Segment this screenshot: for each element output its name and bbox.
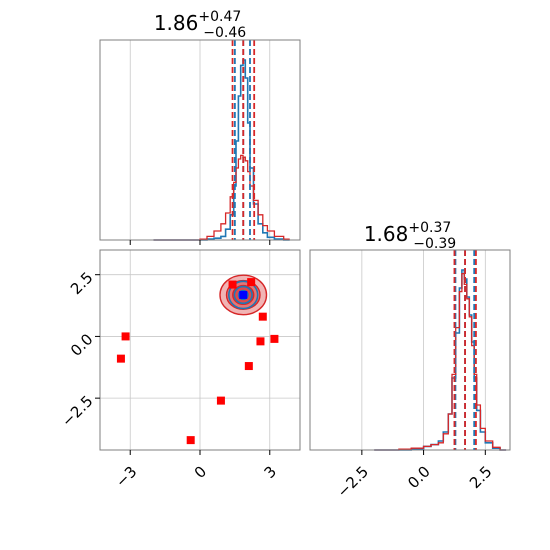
joint-x-tick-label-1: 0 <box>191 463 210 482</box>
red-marker-3 <box>256 337 265 346</box>
red-marker-2 <box>258 312 267 321</box>
hist-series-1 <box>374 272 507 451</box>
histogram-1-series <box>153 59 290 241</box>
red-marker-0 <box>228 280 237 289</box>
histogram-2-title-value: 1.68 <box>364 222 409 246</box>
joint-y-ticks: −2.5 0.0 2.5 <box>58 269 100 430</box>
x-tick-label-0: −2.5 <box>334 463 372 501</box>
joint-x-ticks: −3 0 3 <box>112 450 280 491</box>
red-marker-7 <box>244 362 253 371</box>
blue-marker <box>239 290 248 299</box>
histogram-panel-param-2: −2.5 0.0 2.5 1.68+0.37 −0.39 <box>309 220 511 501</box>
red-marker-4 <box>270 334 279 343</box>
red-marker-6 <box>116 354 125 363</box>
hist-series-0 <box>374 269 507 451</box>
hist-series-0 <box>153 59 290 241</box>
red-marker-5 <box>121 332 130 341</box>
red-marker-9 <box>186 436 195 445</box>
joint-markers <box>116 278 279 445</box>
red-marker-1 <box>247 278 256 287</box>
hist-series-1 <box>153 154 290 241</box>
histogram-1-title: 1.86+0.47 −0.46 <box>154 9 246 41</box>
joint-y-tick-label-1: 0.0 <box>67 330 97 360</box>
joint-y-tick-label-0: −2.5 <box>58 392 96 430</box>
blue-contour-0 <box>228 280 259 310</box>
histogram-1-title-plus: +0.47 <box>198 9 241 25</box>
histogram-1-x-ticks <box>129 240 271 245</box>
joint-x-tick-label-0: −3 <box>112 463 140 491</box>
histogram-panel-param-1: 1.86+0.47 −0.46 <box>99 9 301 245</box>
histogram-2-title: 1.68+0.37 −0.39 <box>364 220 456 252</box>
histogram-1-grid <box>129 40 271 240</box>
joint-panel: −3 0 3 −2.5 0.0 2.5 <box>58 249 301 491</box>
histogram-2-title-minus: −0.39 <box>413 236 456 252</box>
histogram-2-title-plus: +0.37 <box>408 220 451 236</box>
histogram-1-quantile-lines <box>231 40 256 240</box>
red-marker-8 <box>216 396 225 405</box>
blue-contour-1 <box>233 285 253 305</box>
histogram-2-series <box>374 269 507 451</box>
joint-grid <box>100 250 300 450</box>
histogram-2-frame <box>309 249 511 451</box>
histogram-1-title-minus: −0.46 <box>203 25 246 41</box>
histogram-2-grid <box>361 250 486 450</box>
x-tick-label-1: 0.0 <box>404 463 434 493</box>
joint-x-tick-label-2: 3 <box>261 463 280 482</box>
histogram-2-quantile-lines <box>453 250 477 450</box>
joint-y-tick-label-2: 2.5 <box>67 269 97 299</box>
x-tick-label-2: 2.5 <box>466 463 496 493</box>
histogram-2-x-ticks: −2.5 0.0 2.5 <box>334 450 496 501</box>
histogram-1-title-value: 1.86 <box>154 11 199 35</box>
